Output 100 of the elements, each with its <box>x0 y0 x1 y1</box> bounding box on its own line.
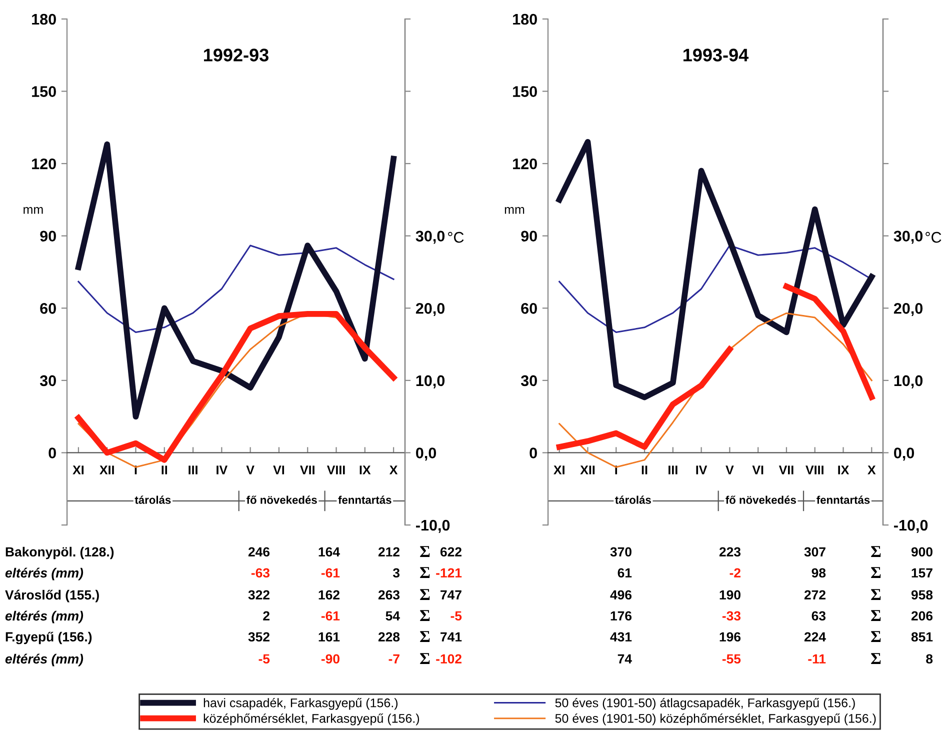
x-tick-label: III <box>668 466 678 474</box>
text: 496 <box>610 590 632 600</box>
x-tick-label: IV <box>696 466 708 474</box>
x-tick-label: III <box>188 466 198 474</box>
y-tick-label: 30 <box>40 375 56 386</box>
text: Σ <box>420 653 430 664</box>
text: Σ <box>420 546 430 558</box>
x-tick-label: XII <box>100 466 114 474</box>
y2-tick-label: 10,0 <box>416 375 445 388</box>
text: 161 <box>318 632 340 642</box>
text: 741 <box>440 632 462 642</box>
text: Σ <box>871 610 881 622</box>
y-tick-label: 150 <box>513 86 537 97</box>
x-tick-label: VIII <box>806 466 824 474</box>
x-tick-label: IV <box>216 466 228 474</box>
text: -2 <box>730 568 740 578</box>
text: 246 <box>248 547 270 557</box>
y2-tick-label: 0,0 <box>416 448 436 461</box>
legend-label: 50 éves (1901-50) átlagcsapadék, Farkasgyepű (156.) <box>555 698 855 710</box>
text: 162 <box>318 590 340 600</box>
y-tick-label: 30 <box>520 375 537 386</box>
y-tick-label: 180 <box>32 14 56 25</box>
x-tick-label: II <box>162 466 168 474</box>
text: -5 <box>258 654 270 664</box>
text: -121 <box>436 568 462 578</box>
y2-tick-label: 20,0 <box>416 303 445 316</box>
x-tick-label: IX <box>360 466 371 474</box>
text: Σ <box>871 653 881 664</box>
y-tick-label: 180 <box>513 14 537 25</box>
y2-tick-label: 30,0 <box>894 230 923 244</box>
text: 74 <box>618 654 632 664</box>
x-tick-label: VIII <box>326 466 345 474</box>
text: 1992-93 <box>204 48 268 62</box>
text: Városlőd (155.) <box>5 590 99 602</box>
text: 212 <box>378 547 400 556</box>
text: Σ <box>420 610 430 622</box>
text: eltérés (mm) <box>5 568 84 580</box>
text: Σ <box>871 546 881 558</box>
text: eltérés (mm) <box>5 610 84 624</box>
y-tick-label: 0 <box>48 448 56 458</box>
text: 206 <box>911 611 933 621</box>
text: 851 <box>911 632 933 642</box>
text: 223 <box>719 547 741 557</box>
annotation: fenntartás <box>816 496 870 504</box>
x-tick-label: XII <box>580 466 595 474</box>
x-tick-label: VI <box>273 466 284 474</box>
x-tick-label: VII <box>778 466 794 474</box>
text: 272 <box>804 590 826 600</box>
annotation: tárolás <box>134 496 171 504</box>
text: 3 <box>392 568 400 578</box>
y-tick-label: 60 <box>521 303 537 314</box>
text: 263 <box>378 590 400 600</box>
y2-axis-title: °C <box>448 232 464 243</box>
text: 747 <box>440 590 462 600</box>
y2-tick-label: 0,0 <box>894 448 914 461</box>
text: -33 <box>722 611 741 621</box>
y2-axis-title: °C <box>926 232 942 243</box>
text: 228 <box>378 632 400 642</box>
y2-tick-label: -10,0 <box>894 520 928 533</box>
text: 1993-94 <box>684 48 749 62</box>
y-axis-title: mm <box>504 207 524 214</box>
x-tick-label: V <box>726 466 734 474</box>
y2-tick-label: -10,0 <box>416 520 450 533</box>
text: -102 <box>436 654 462 664</box>
text: -5 <box>450 611 462 621</box>
line-series <box>78 244 394 334</box>
text: eltérés (mm) <box>5 654 84 666</box>
text: -11 <box>808 654 826 664</box>
x-tick-label: II <box>642 466 648 474</box>
text: 164 <box>318 547 340 557</box>
text: Σ <box>871 631 881 642</box>
y-tick-label: 150 <box>32 86 56 97</box>
text: 8 <box>926 654 933 664</box>
y-tick-label: 120 <box>513 158 537 170</box>
y-tick-label: 60 <box>40 303 56 314</box>
text: Σ <box>871 589 881 600</box>
text: -7 <box>388 654 400 664</box>
y-tick-label: 120 <box>32 158 56 170</box>
text: 307 <box>804 547 826 557</box>
legend-label: 50 éves (1901-50) középhőmérséklet, Farkasgyepű (156.) <box>555 714 876 726</box>
y-axis-title: mm <box>24 207 43 214</box>
x-tick-label: XI <box>72 466 84 474</box>
text: F.gyepű (156.) <box>6 632 92 644</box>
text: 2 <box>263 611 270 620</box>
y2-tick-label: 20,0 <box>894 303 923 316</box>
text: 98 <box>812 568 826 578</box>
text: 157 <box>912 568 932 578</box>
text: Σ <box>420 589 430 600</box>
text: -61 <box>321 611 340 621</box>
text: 176 <box>610 611 632 621</box>
text: 352 <box>248 632 270 642</box>
text: -90 <box>321 654 340 664</box>
text: 958 <box>911 590 933 600</box>
legend-label: középhőmérséklet, Farkasgyepű (156.) <box>204 714 420 726</box>
text: Σ <box>420 631 430 642</box>
x-tick-label: VI <box>752 466 764 474</box>
y-tick-label: 90 <box>521 230 537 242</box>
x-tick-label: IX <box>838 466 850 474</box>
text: -63 <box>251 568 270 578</box>
y2-tick-label: 30,0 <box>416 230 445 244</box>
